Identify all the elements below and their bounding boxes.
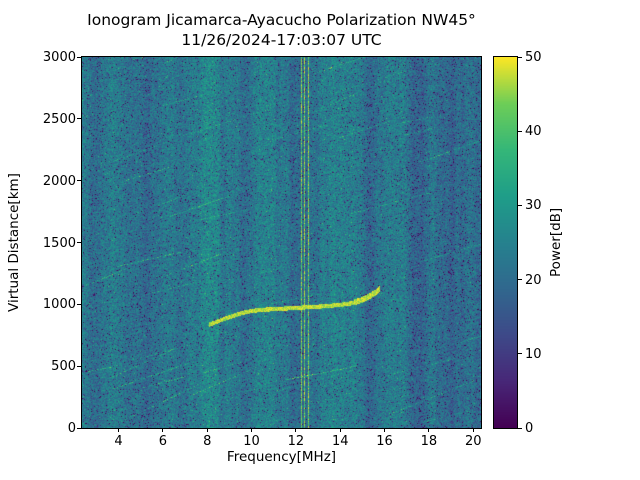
y-tick-label: 500 — [51, 359, 76, 375]
y-tick-mark — [77, 427, 81, 429]
x-axis-label: Frequency[MHz] — [226, 449, 337, 465]
chart-title-line1: Ionogram Jicamarca-Ayacucho Polarization… — [87, 11, 476, 29]
colorbar-tick-label: 40 — [525, 124, 542, 140]
x-tick-label: 12 — [287, 434, 305, 449]
x-tick-label: 16 — [376, 434, 393, 449]
x-tick-label: 6 — [158, 434, 168, 449]
colorbar-tick-label: 20 — [525, 272, 542, 288]
x-tick-mark — [251, 428, 253, 432]
colorbar-tick-mark — [518, 130, 522, 132]
colorbar-gradient-canvas — [494, 57, 517, 428]
x-tick-mark — [295, 428, 297, 432]
x-tick-mark — [339, 428, 341, 432]
x-tick-mark — [206, 428, 208, 432]
plot-area — [81, 56, 482, 429]
y-tick-mark — [77, 303, 81, 305]
chart-title-line2: 11/26/2024-17:03:07 UTC — [181, 31, 382, 49]
x-tick-label: 10 — [243, 434, 260, 449]
colorbar-tick-mark — [518, 427, 522, 429]
colorbar-tick-mark — [518, 56, 522, 58]
colorbar — [493, 56, 518, 429]
x-tick-label: 20 — [464, 434, 482, 449]
colorbar-tick-mark — [518, 279, 522, 281]
x-tick-mark — [118, 428, 120, 432]
y-tick-mark — [77, 365, 81, 367]
colorbar-tick-label: 0 — [525, 421, 534, 436]
y-tick-mark — [77, 118, 81, 120]
y-tick-label: 2500 — [42, 111, 76, 127]
colorbar-tick-label: 50 — [525, 50, 542, 65]
chart-title: Ionogram Jicamarca-Ayacucho Polarization… — [82, 10, 481, 50]
y-tick-label: 2000 — [42, 173, 76, 189]
x-tick-mark — [472, 428, 474, 432]
colorbar-label: Power[dB] — [548, 207, 564, 278]
colorbar-tick-mark — [518, 204, 522, 206]
y-tick-label: 1500 — [42, 235, 76, 251]
colorbar-tick-label: 10 — [525, 346, 542, 362]
x-tick-label: 4 — [114, 434, 123, 449]
y-tick-mark — [77, 242, 81, 243]
y-tick-label: 1000 — [42, 297, 76, 313]
x-tick-mark — [162, 428, 164, 432]
colorbar-tick-mark — [518, 353, 522, 355]
y-tick-mark — [77, 56, 81, 58]
colorbar-tick-label: 30 — [525, 198, 542, 214]
y-tick-label: 3000 — [42, 50, 76, 65]
y-axis-label: Virtual Distance[km] — [6, 173, 22, 312]
y-tick-label: 0 — [67, 421, 76, 436]
x-tick-label: 8 — [203, 434, 212, 449]
x-tick-mark — [384, 428, 386, 432]
x-tick-label: 18 — [420, 434, 438, 449]
y-tick-mark — [77, 180, 81, 182]
x-tick-label: 14 — [331, 434, 349, 449]
x-tick-mark — [428, 428, 430, 432]
ionogram-heatmap-canvas — [82, 57, 481, 428]
